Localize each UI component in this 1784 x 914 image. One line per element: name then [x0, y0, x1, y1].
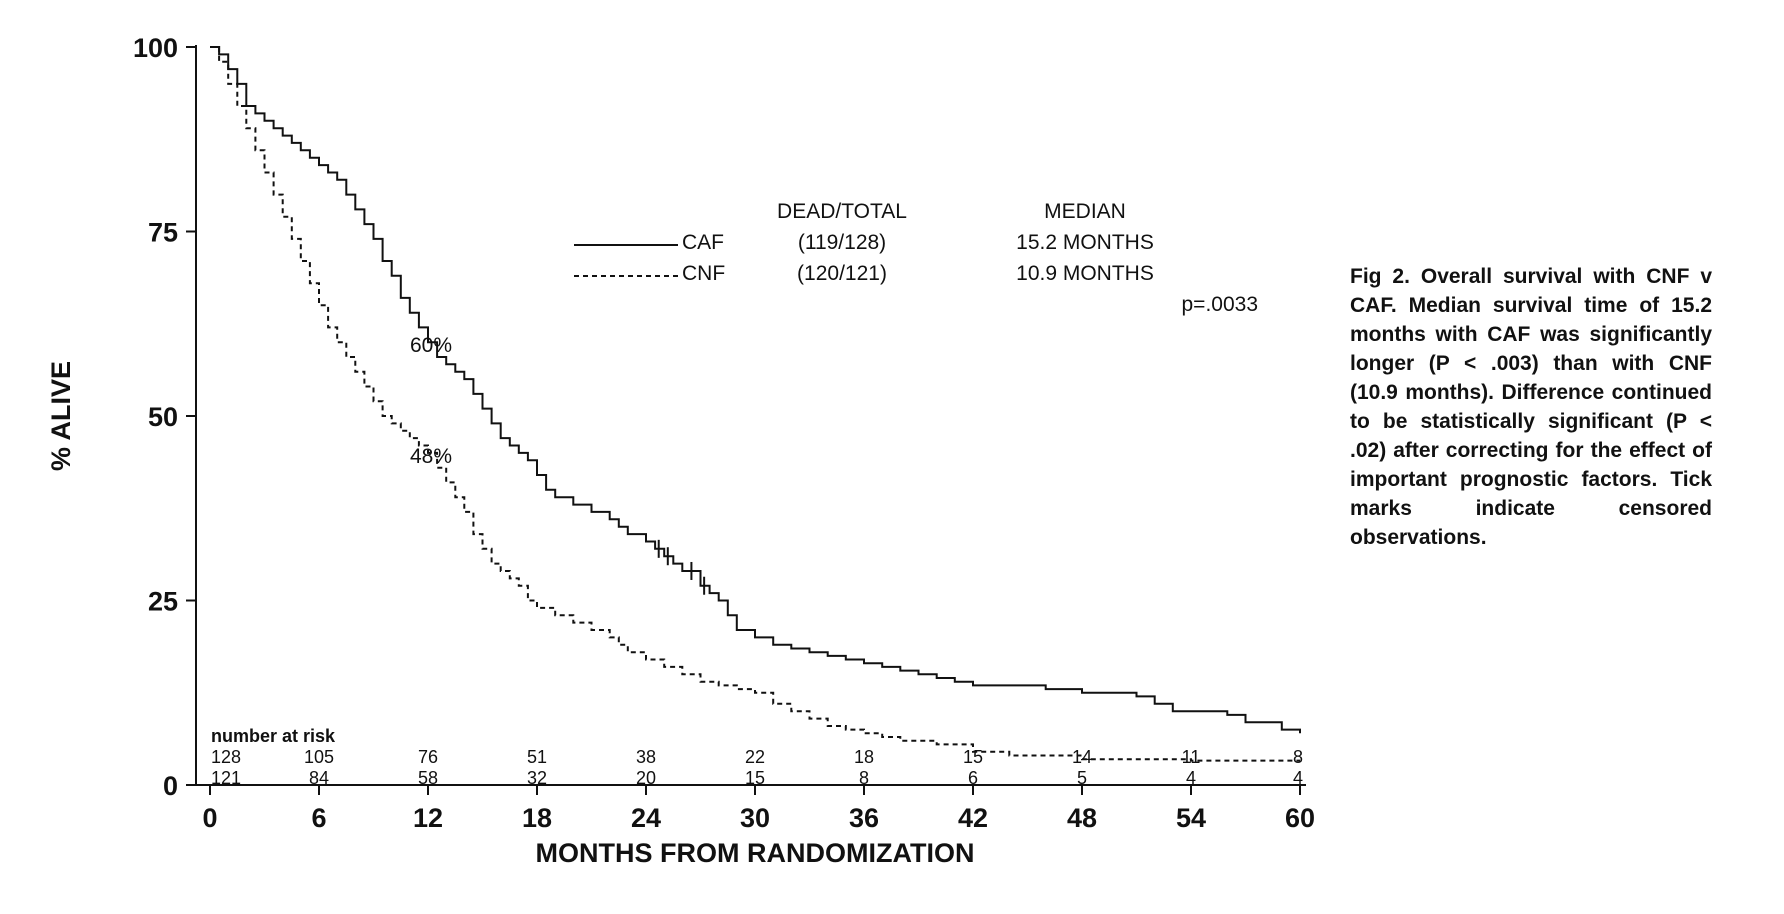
x-tick-label: 36: [849, 803, 879, 833]
risk-count-caf: 76: [418, 747, 438, 767]
y-tick-label: 25: [148, 587, 178, 617]
risk-count-caf: 8: [1293, 747, 1303, 767]
x-tick-label: 6: [311, 803, 326, 833]
median-annotation: 60%: [410, 334, 452, 357]
figure-caption: Fig 2. Overall survival with CNF v CAF. …: [1350, 265, 1712, 549]
risk-count-caf: 105: [304, 747, 334, 767]
legend-series-name: CAF: [682, 231, 724, 254]
risk-count-cnf: 8: [859, 768, 869, 788]
legend-series-name: CNF: [682, 262, 725, 285]
survival-curve-cnf: [210, 46, 1300, 762]
risk-count-caf: 51: [527, 747, 547, 767]
x-tick-label: 30: [740, 803, 770, 833]
x-tick-label: 18: [522, 803, 552, 833]
risk-count-caf: 38: [636, 747, 656, 767]
number-at-risk-label: number at risk: [211, 726, 336, 746]
risk-count-caf: 22: [745, 747, 765, 767]
risk-count-cnf: 84: [309, 768, 329, 788]
chart-legend: DEAD/TOTAL MEDIAN CAF (119/128) 15.2 MONTHS C…: [574, 200, 1258, 316]
risk-count-caf: 11: [1182, 747, 1201, 767]
legend-median: 15.2 MONTHS: [1016, 231, 1154, 254]
x-tick-label: 0: [202, 803, 217, 833]
y-axis-title: % ALIVE: [46, 361, 76, 471]
survival-curve-caf: [210, 46, 1301, 734]
risk-count-cnf: 5: [1077, 768, 1087, 788]
y-tick-label: 50: [148, 402, 178, 432]
y-tick-label: 0: [163, 771, 178, 801]
x-axis-title: MONTHS FROM RANDOMIZATION: [536, 838, 975, 868]
risk-count-caf: 128: [211, 747, 241, 767]
risk-count-cnf: 20: [636, 768, 656, 788]
x-tick-label: 54: [1176, 803, 1206, 833]
x-tick-label: 60: [1285, 803, 1315, 833]
risk-count-cnf: 15: [745, 768, 765, 788]
p-value: p=.0033: [1182, 293, 1259, 316]
legend-dead-total: (119/128): [798, 231, 886, 254]
y-tick-label: 75: [148, 218, 178, 248]
y-tick-label: 100: [133, 33, 178, 63]
x-tick-label: 12: [413, 803, 443, 833]
survival-curves: 60% 48%: [210, 46, 1301, 762]
x-tick-label: 24: [631, 803, 661, 833]
median-annotation: 48%: [410, 445, 452, 468]
risk-count-caf: 15: [963, 747, 983, 767]
legend-header-dead-total: DEAD/TOTAL: [777, 200, 907, 223]
risk-count-cnf: 32: [527, 768, 547, 788]
risk-count-cnf: 58: [418, 768, 438, 788]
legend-dead-total: (120/121): [797, 262, 887, 285]
legend-median: 10.9 MONTHS: [1016, 262, 1154, 285]
number-at-risk-table: number at risk12812110584765851323820221…: [211, 726, 1303, 788]
x-tick-label: 42: [958, 803, 988, 833]
risk-count-caf: 18: [854, 747, 874, 767]
risk-count-cnf: 4: [1186, 768, 1196, 788]
risk-count-cnf: 4: [1293, 768, 1303, 788]
risk-count-cnf: 121: [211, 768, 241, 788]
x-tick-label: 48: [1067, 803, 1097, 833]
risk-count-caf: 14: [1072, 747, 1092, 767]
risk-count-cnf: 6: [968, 768, 978, 788]
legend-header-median: MEDIAN: [1044, 200, 1126, 223]
